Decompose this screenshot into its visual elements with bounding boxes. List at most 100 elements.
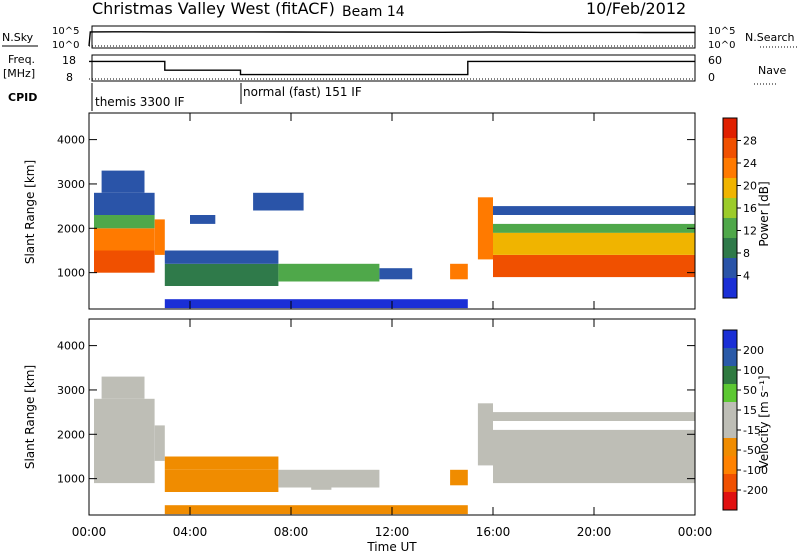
colorbar-tick-label: 15 — [743, 404, 757, 417]
heatmap-cell — [94, 215, 155, 229]
freq-strip-frame — [91, 54, 696, 82]
heatmap-cell — [253, 192, 304, 211]
colorbar-tick-label: -200 — [743, 484, 768, 497]
heatmap-cell — [164, 469, 279, 492]
nsky-tick-high: 10^5 — [52, 26, 79, 37]
y-tick-label: 4000 — [57, 134, 85, 147]
y-tick-label: 3000 — [57, 178, 85, 191]
velocity-x-ticks — [88, 319, 696, 515]
colorbar-frame — [722, 329, 738, 511]
colorbar-swatch — [723, 348, 737, 366]
heatmap-cell — [493, 254, 695, 278]
heatmap-cell — [94, 192, 155, 215]
colorbar-swatch — [723, 258, 737, 278]
heatmap-cell — [450, 469, 468, 486]
colorbar-tick-label: 100 — [743, 364, 764, 377]
heatmap-cell — [493, 206, 695, 215]
colorbar-tick-label: 12 — [743, 225, 757, 238]
colorbar-swatch — [723, 138, 737, 158]
x-tick-label: 08:00 — [274, 525, 309, 539]
heatmap-cell — [493, 232, 695, 255]
x-tick-label: 20:00 — [577, 525, 612, 539]
nsearch-tick-high: 10^5 — [708, 26, 735, 37]
colorbar-swatch — [723, 178, 737, 198]
x-axis-label: Time UT — [366, 540, 417, 554]
colorbar-swatch — [723, 474, 737, 492]
power-colorbar: 28 24 20 16 12 8 4 — [722, 117, 757, 299]
colorbar-tick-label: -100 — [743, 464, 768, 477]
colorbar-swatch — [723, 198, 737, 218]
colorbar-tick-label: 16 — [743, 202, 757, 215]
colorbar-tick-label: 50 — [743, 384, 757, 397]
power-colorbar-label: Power [dB] — [757, 181, 771, 246]
heatmap-cell — [278, 469, 380, 488]
heatmap-cell — [379, 268, 413, 280]
velocity-y-ticks: 1000 2000 3000 4000 — [57, 340, 695, 486]
colorbar-swatch — [723, 238, 737, 258]
colorbar-swatch — [723, 420, 737, 438]
nsky-strip-frame — [91, 25, 696, 49]
nsky-series-line — [88, 31, 695, 47]
velocity-colorbar-label: Velocity [m s⁻¹] — [757, 375, 771, 468]
y-tick-label: 2000 — [57, 222, 85, 235]
colorbar-tick-label: -15 — [743, 424, 761, 437]
colorbar-swatch — [723, 456, 737, 474]
colorbar-swatch — [723, 366, 737, 384]
y-tick-label: 1000 — [57, 473, 85, 486]
heatmap-cell — [477, 403, 493, 466]
x-tick-label: 00:00 — [72, 525, 107, 539]
y-tick-label: 3000 — [57, 384, 85, 397]
colorbar-swatch — [723, 402, 737, 420]
heatmap-cell — [164, 250, 279, 264]
x-tick-label: 00:00 — [678, 525, 713, 539]
x-tick-label: 12:00 — [375, 525, 410, 539]
cpid-mode-normal: normal (fast) 151 IF — [243, 85, 362, 99]
colorbar-swatch — [723, 330, 737, 348]
heatmap-cell — [493, 223, 695, 233]
colorbar-swatch — [723, 158, 737, 178]
y-tick-label: 1000 — [57, 267, 85, 280]
colorbar-tick-label: 200 — [743, 344, 764, 357]
colorbar-tick-label: -50 — [743, 444, 761, 457]
heatmap-cell — [154, 425, 165, 461]
beam-label: Beam 14 — [342, 4, 405, 20]
nave-label: Nave — [758, 64, 786, 77]
heatmap-cell — [101, 376, 145, 399]
cpid-mode-themis: themis 3300 IF — [95, 95, 185, 109]
colorbar-swatch — [723, 278, 737, 298]
heatmap-cell — [164, 263, 279, 286]
freq-series-line — [89, 60, 695, 76]
heatmap-cell — [94, 228, 155, 251]
velocity-panel: 1000 2000 3000 4000 Slant Range [km] — [23, 318, 696, 516]
freq-unit-label: [MHz] — [3, 67, 35, 80]
freq-tick-low: 8 — [66, 71, 73, 84]
colorbar-tick-label: 28 — [743, 135, 757, 148]
colorbar-swatch — [723, 384, 737, 402]
heatmap-cell — [477, 197, 493, 260]
power-y-axis-label: Slant Range [km] — [23, 160, 37, 264]
heatmap-cell — [164, 456, 279, 470]
colorbar-swatch — [723, 118, 737, 138]
cpid-label: CPID — [8, 91, 37, 104]
power-cells — [94, 170, 695, 309]
x-tick-label: 04:00 — [173, 525, 208, 539]
power-y-ticks: 1000 2000 3000 4000 — [57, 134, 695, 280]
colorbar-tick-label: 20 — [743, 180, 757, 193]
heatmap-cell — [493, 412, 695, 421]
heatmap-cell — [493, 429, 695, 484]
nsky-label: N.Sky — [2, 31, 34, 44]
heatmap-cell — [278, 263, 380, 282]
heatmap-cell — [94, 250, 155, 273]
power-panel: 1000 2000 3000 4000 Slant Range [km] — [23, 112, 696, 310]
date-label: 10/Feb/2012 — [586, 0, 686, 18]
nsearch-label: N.Search — [745, 31, 795, 44]
heatmap-cell — [450, 263, 468, 280]
colorbar-swatch — [723, 438, 737, 456]
heatmap-cell — [311, 483, 332, 490]
colorbar-swatch — [723, 218, 737, 238]
freq-tick-high: 18 — [62, 54, 76, 67]
heatmap-cell — [154, 219, 165, 255]
nave-tick-high: 60 — [708, 54, 722, 67]
x-tick-labels: 00:00 04:00 08:00 12:00 16:00 20:00 00:00 — [72, 525, 713, 539]
velocity-y-axis-label: Slant Range [km] — [23, 365, 37, 469]
